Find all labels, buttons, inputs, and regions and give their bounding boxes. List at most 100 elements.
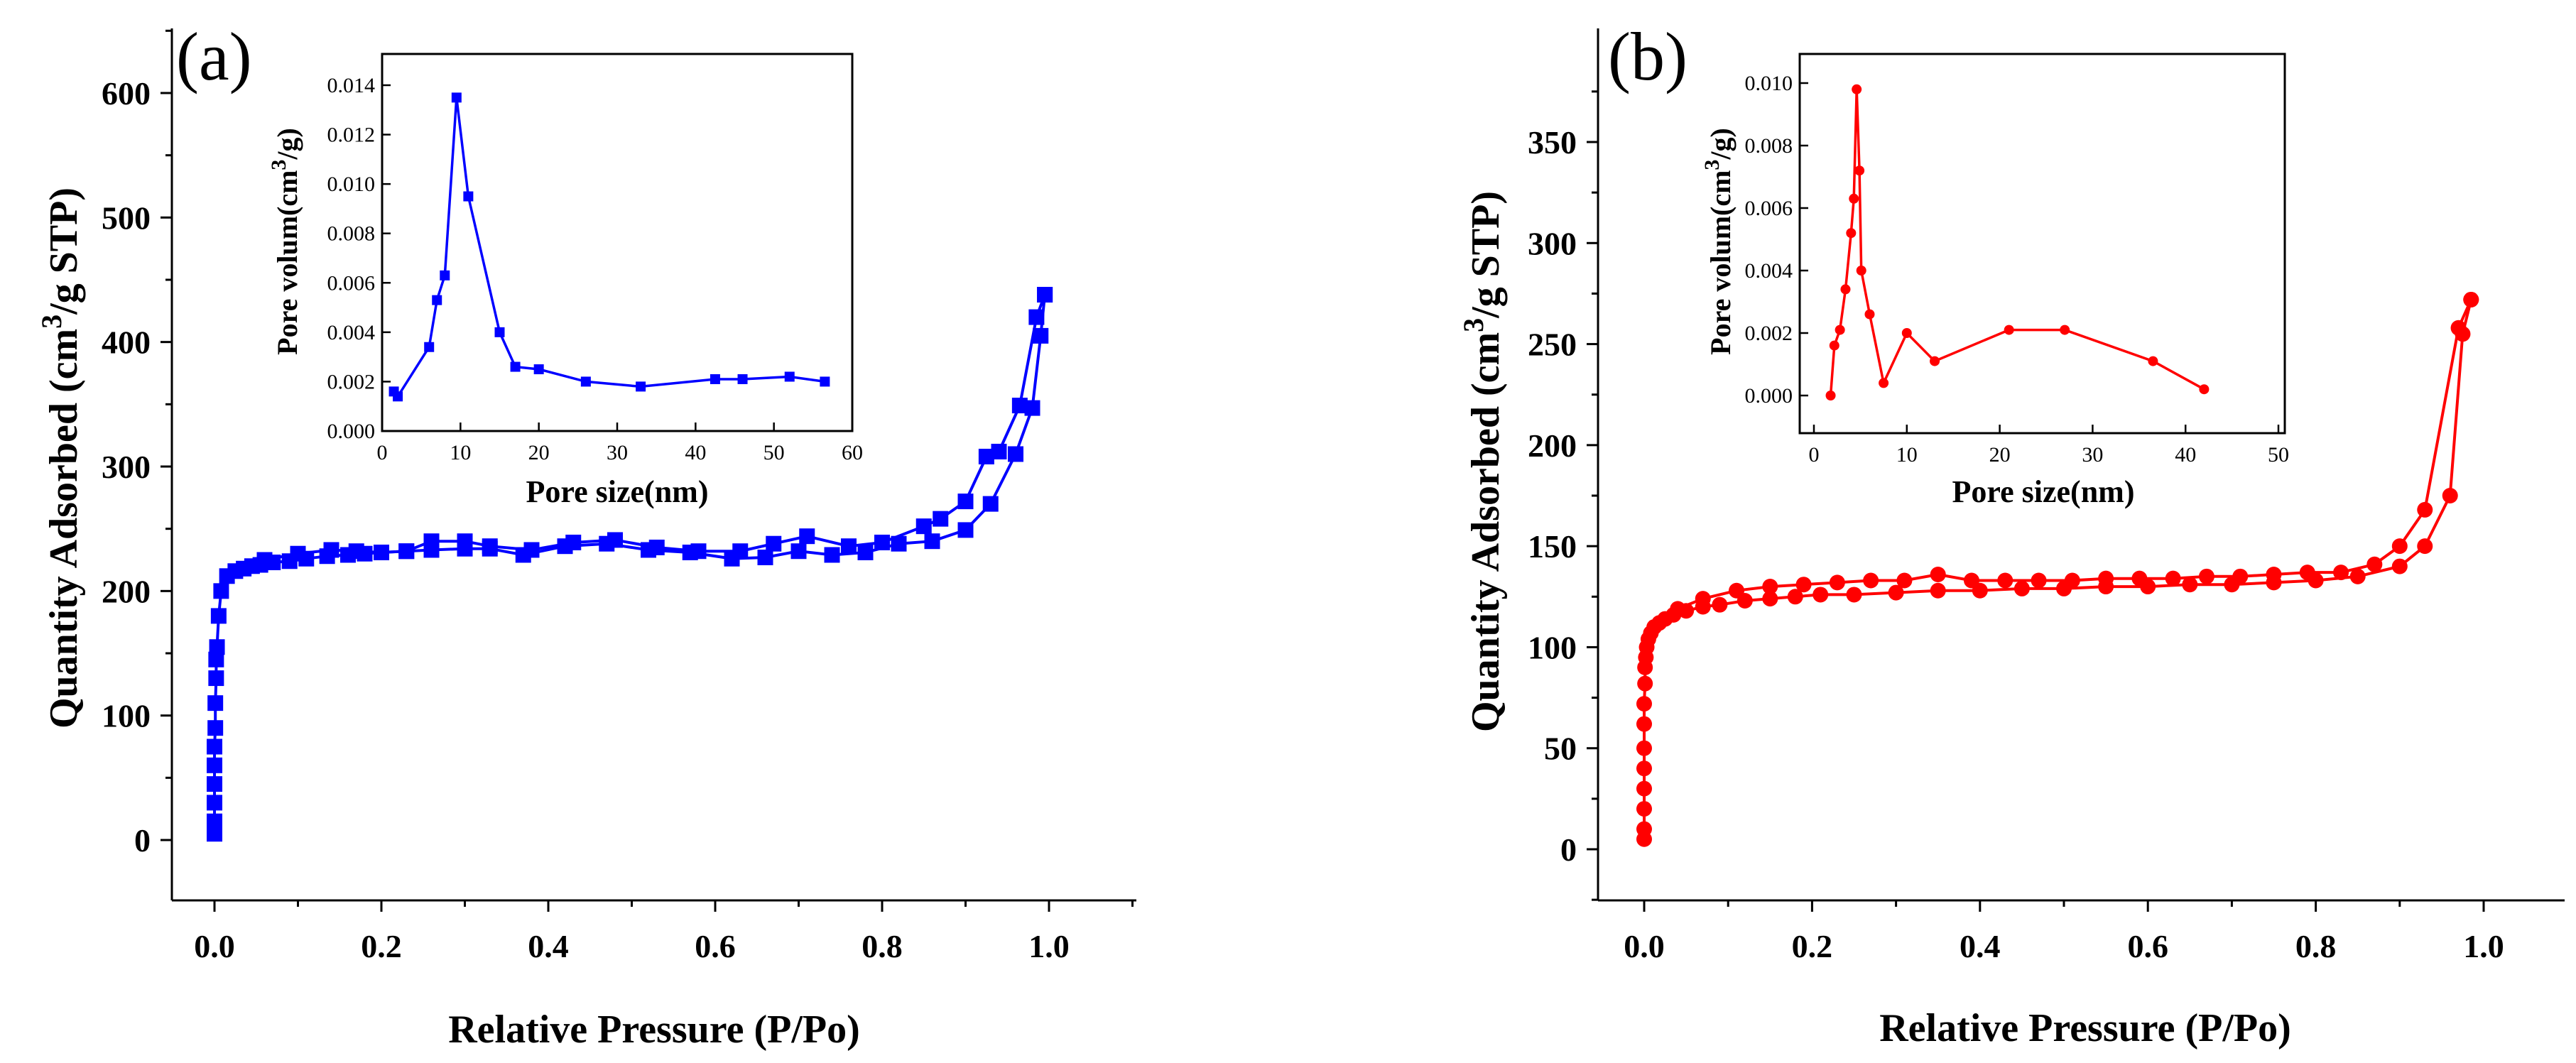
data-point	[766, 535, 782, 552]
inset-y-tick-label: 0.010	[1745, 72, 1793, 95]
data-point	[1963, 572, 1979, 589]
data-point	[482, 538, 498, 555]
data-point	[1762, 591, 1778, 607]
y-tick-label: 300	[1528, 225, 1577, 261]
data-point	[2031, 572, 2047, 589]
data-point	[1863, 572, 1879, 589]
data-point	[207, 757, 222, 773]
data-point	[1011, 398, 1028, 414]
data-point	[2013, 580, 2030, 596]
data-point	[2266, 566, 2282, 582]
data-point	[374, 544, 389, 560]
data-point	[290, 545, 306, 562]
data-point	[1930, 582, 1946, 599]
inset-y-axis-label-part: /g)	[271, 128, 303, 160]
data-point	[2333, 565, 2349, 581]
inset-y-axis-label-part: /g)	[1705, 128, 1737, 160]
inset-data-point	[451, 92, 462, 103]
inset-data-point	[494, 327, 505, 337]
data-point	[690, 543, 707, 560]
y-axis-label-part: /g STP)	[42, 187, 86, 315]
data-point	[523, 542, 540, 558]
x-tick-label: 0.2	[361, 928, 402, 964]
inset-x-tick-label: 50	[2268, 443, 2289, 467]
inset-data-point	[1854, 165, 1865, 176]
inset-data-point	[1825, 391, 1836, 400]
x-axis-label: Relative Pressure (P/Po)	[1879, 1006, 2291, 1050]
inset-x-tick-label: 10	[450, 441, 471, 464]
inset-y-tick-label: 0.000	[1745, 384, 1793, 408]
x-tick-label: 0.0	[194, 928, 235, 964]
data-point	[207, 776, 222, 792]
series-desorption	[256, 287, 1053, 568]
data-point	[565, 534, 582, 550]
inset-x-axis-label: Pore size(nm)	[526, 474, 709, 509]
data-point	[978, 448, 994, 464]
panel-b: 0.0 0.2 0.4 0.6 0.8 1.0050100150200250300350R…	[1457, 18, 2565, 1050]
data-point	[891, 535, 907, 552]
inset-data-point	[1930, 356, 1940, 366]
inset-x-tick-label: 20	[1989, 443, 2011, 467]
y-tick-label: 300	[102, 449, 151, 485]
inset-data-point	[2199, 384, 2210, 395]
data-point	[1636, 801, 1652, 817]
data-point	[1813, 587, 1829, 603]
data-point	[2299, 565, 2315, 581]
data-point	[207, 795, 222, 811]
data-point	[2131, 570, 2148, 587]
data-point	[648, 539, 665, 555]
inset-y-axis-label-superscript: 3	[1700, 160, 1724, 170]
inset-frame	[381, 53, 854, 432]
inset-y-tick-label: 0.012	[327, 124, 376, 147]
inset-data-point	[2148, 356, 2158, 366]
data-point	[2366, 556, 2383, 572]
data-point	[2349, 568, 2366, 584]
inset-data-point	[1835, 325, 1845, 335]
inset-y-tick-label: 0.002	[327, 370, 376, 393]
inset-data-point	[510, 361, 521, 372]
y-tick-label: 350	[1528, 124, 1577, 160]
x-tick-label: 0.4	[1960, 928, 2001, 964]
data-point	[256, 552, 273, 568]
data-point	[2417, 538, 2433, 555]
inset-data-point	[784, 371, 795, 382]
data-point	[323, 542, 339, 558]
data-point	[1896, 572, 1913, 589]
data-point	[1829, 574, 1845, 591]
data-point	[348, 543, 364, 560]
inset-data-point	[1856, 266, 1866, 276]
x-tick-label: 1.0	[2463, 928, 2504, 964]
inset-series-line	[393, 97, 825, 399]
data-point	[213, 583, 229, 599]
data-point	[2391, 558, 2408, 574]
inset-data-point	[2004, 325, 2014, 335]
data-point	[1795, 577, 1812, 593]
panel-a: 0.0 0.2 0.4 0.6 0.8 1.00100200300400500600Rel…	[36, 18, 1136, 1052]
y-tick-label: 150	[1528, 528, 1577, 565]
inset-y-tick-label: 0.000	[327, 420, 376, 443]
data-point	[457, 533, 473, 550]
y-axis-label-superscript: 3	[1457, 318, 1489, 332]
inset-y-tick-label: 0.006	[327, 271, 376, 295]
panel-label: (b)	[1608, 18, 1688, 94]
data-point	[1037, 287, 1053, 303]
data-point	[757, 549, 773, 565]
series-desorption	[1670, 291, 2479, 617]
data-point	[2198, 568, 2214, 584]
inset-x-tick-label: 0	[1809, 443, 1820, 467]
inset-x-tick-label: 40	[2175, 443, 2196, 467]
inset-data-point	[636, 381, 646, 392]
inset-data-point	[580, 376, 591, 387]
data-point	[841, 538, 857, 555]
data-point	[2098, 570, 2114, 587]
y-tick-label: 400	[102, 325, 151, 361]
inset-data-point	[393, 391, 403, 402]
y-tick-label: 100	[102, 698, 151, 734]
data-point	[732, 543, 749, 560]
x-tick-label: 0.8	[2295, 928, 2337, 964]
inset-data-point	[1852, 84, 1862, 94]
inset-y-tick-label: 0.014	[327, 74, 376, 97]
inset-x-tick-label: 0	[377, 441, 388, 464]
x-tick-label: 0.2	[1792, 928, 1833, 964]
